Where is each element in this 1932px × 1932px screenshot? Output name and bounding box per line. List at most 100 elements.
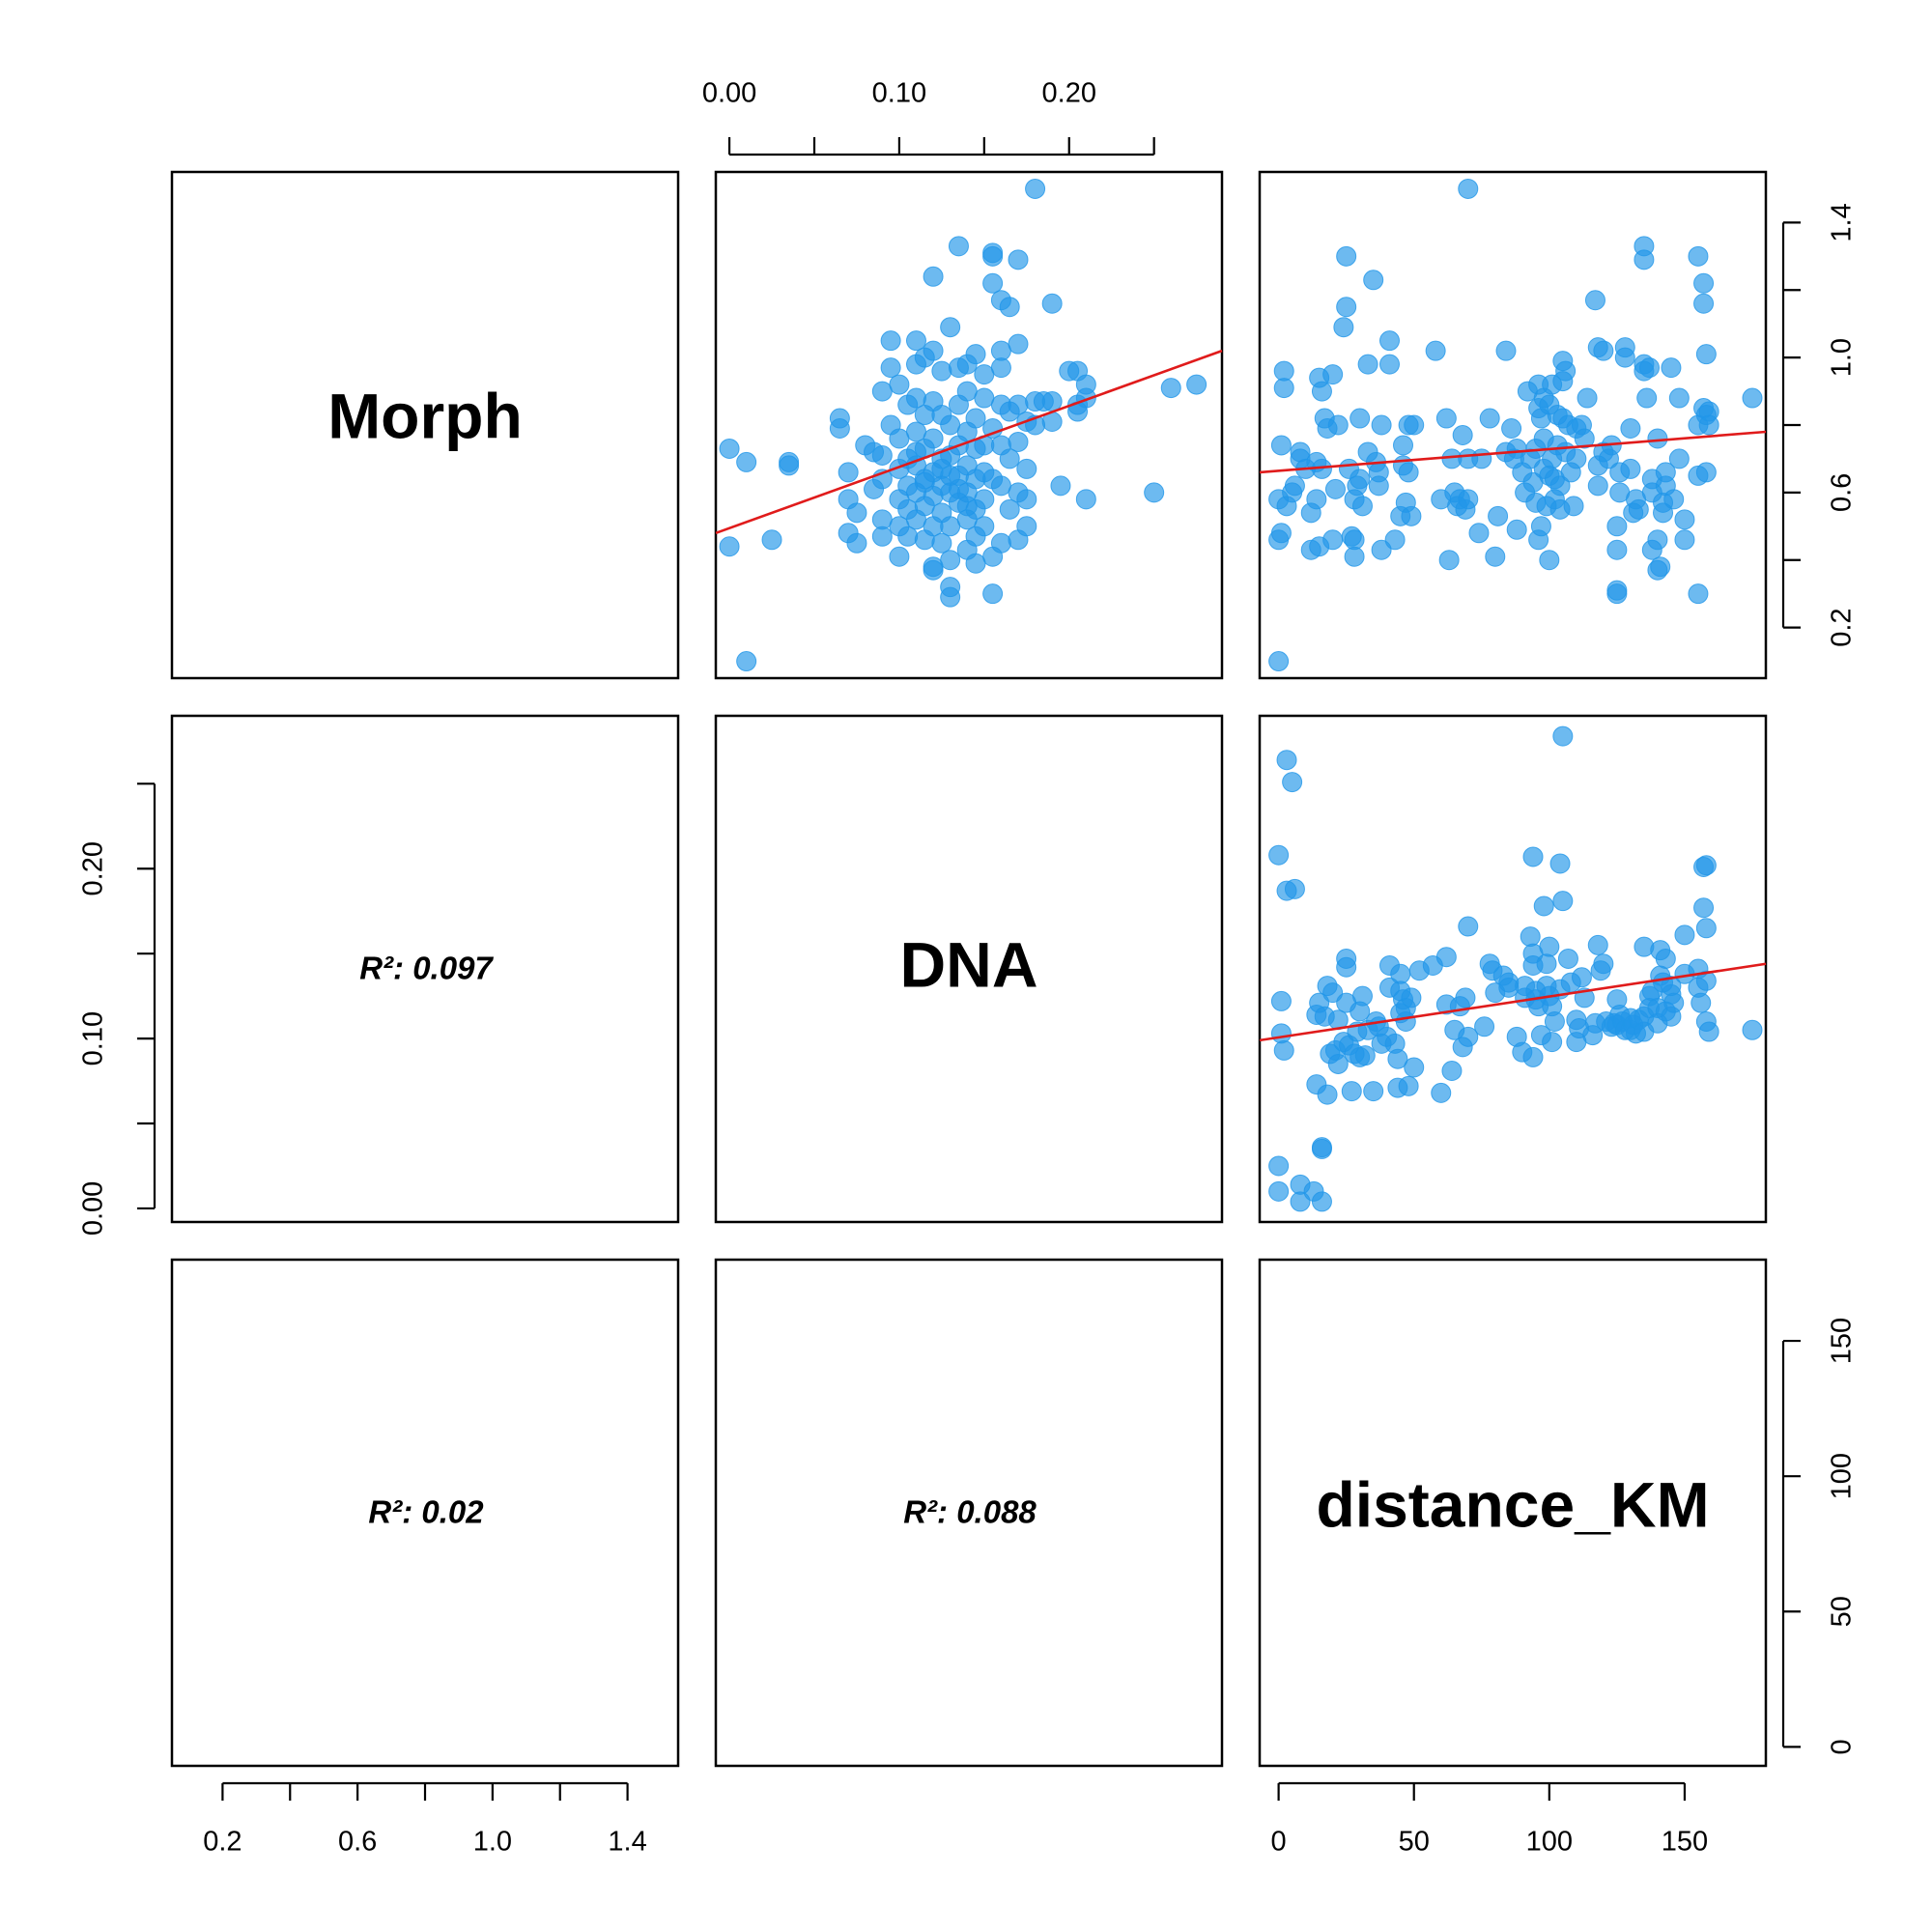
data-point bbox=[889, 428, 910, 449]
data-point bbox=[1539, 550, 1560, 571]
data-point bbox=[1404, 1057, 1425, 1078]
data-point bbox=[1350, 469, 1371, 490]
data-point bbox=[1351, 496, 1373, 517]
data-point bbox=[1698, 414, 1719, 436]
data-point bbox=[940, 414, 961, 436]
data-point bbox=[1379, 330, 1401, 352]
data-point bbox=[974, 489, 995, 510]
panel-distance-km-morph bbox=[170, 1258, 680, 1768]
diag-label-dna: DNA bbox=[900, 928, 1038, 1000]
data-point bbox=[889, 546, 910, 567]
data-point bbox=[1587, 934, 1608, 955]
data-point bbox=[1455, 987, 1476, 1009]
data-point bbox=[1577, 387, 1598, 409]
data-point bbox=[719, 536, 740, 557]
data-point bbox=[948, 236, 969, 257]
data-point bbox=[761, 529, 782, 551]
data-point bbox=[1674, 924, 1695, 946]
data-point bbox=[999, 448, 1020, 469]
data-point bbox=[1593, 953, 1614, 975]
data-point bbox=[1336, 245, 1357, 267]
data-point bbox=[1668, 387, 1690, 409]
left-axis-dna: 0.00 0.10 0.20 bbox=[78, 782, 156, 1236]
panel-dna-distance-km bbox=[1258, 714, 1768, 1224]
data-point bbox=[1425, 340, 1446, 361]
data-point bbox=[1530, 516, 1551, 537]
data-point bbox=[1273, 1039, 1294, 1061]
data-point bbox=[965, 344, 986, 365]
data-point bbox=[974, 516, 995, 537]
data-point bbox=[1075, 489, 1096, 510]
data-point bbox=[1273, 360, 1294, 382]
tick-label: 1.0 bbox=[473, 1827, 512, 1858]
data-point bbox=[1384, 529, 1406, 551]
data-point bbox=[1435, 947, 1457, 968]
regression-line bbox=[1259, 430, 1767, 474]
tick-label: 1.4 bbox=[608, 1827, 646, 1858]
data-point bbox=[1474, 1016, 1495, 1037]
data-point bbox=[1311, 1137, 1332, 1158]
data-point bbox=[1471, 448, 1492, 469]
data-point bbox=[1016, 489, 1037, 510]
data-point bbox=[1639, 357, 1661, 379]
tick-label: 1.0 bbox=[1827, 338, 1858, 377]
data-point bbox=[923, 428, 944, 449]
panel-morph-morph bbox=[170, 170, 680, 680]
data-point bbox=[1695, 344, 1717, 365]
data-point bbox=[982, 583, 1004, 605]
data-point bbox=[1563, 496, 1584, 517]
data-point bbox=[1324, 478, 1346, 499]
data-point bbox=[1695, 462, 1717, 483]
tick-label: 1.4 bbox=[1827, 203, 1858, 242]
data-point bbox=[990, 475, 1011, 497]
data-point bbox=[1270, 523, 1292, 544]
data-point bbox=[1284, 878, 1305, 899]
data-point bbox=[1552, 725, 1574, 747]
data-point bbox=[1350, 408, 1371, 429]
data-point bbox=[1357, 354, 1378, 375]
data-point bbox=[1008, 394, 1029, 415]
right-axis-morph: 0.2 0.6 1.0 1.4 bbox=[1781, 203, 1858, 647]
data-point bbox=[1041, 391, 1063, 412]
data-point bbox=[1636, 387, 1658, 409]
data-point bbox=[1506, 519, 1527, 540]
scatter-morph-vs-distance-km bbox=[1259, 178, 1767, 672]
data-point bbox=[990, 532, 1011, 554]
tick-label: 0.6 bbox=[1827, 473, 1858, 512]
data-point bbox=[1075, 387, 1096, 409]
data-point bbox=[1742, 1019, 1763, 1040]
regression-line bbox=[1259, 962, 1767, 1042]
data-point bbox=[1522, 1046, 1544, 1067]
data-point bbox=[1458, 916, 1479, 937]
data-point bbox=[1668, 448, 1690, 469]
data-point bbox=[1144, 482, 1165, 503]
data-point bbox=[1268, 844, 1290, 866]
data-point bbox=[1634, 249, 1655, 270]
tick-label: 50 bbox=[1399, 1827, 1430, 1858]
scatter-morph-vs-dna bbox=[715, 178, 1223, 672]
data-point bbox=[880, 330, 901, 352]
data-point bbox=[1379, 354, 1401, 375]
data-point bbox=[871, 381, 893, 402]
data-point bbox=[838, 462, 859, 483]
data-point bbox=[956, 496, 978, 517]
data-point bbox=[1606, 539, 1628, 560]
data-point bbox=[1539, 936, 1560, 957]
data-point bbox=[1698, 1021, 1719, 1042]
data-point bbox=[1628, 498, 1649, 520]
data-point bbox=[1401, 505, 1422, 526]
tick-label: 0.10 bbox=[872, 78, 926, 109]
data-point bbox=[1488, 505, 1509, 526]
data-point bbox=[1458, 178, 1479, 199]
data-point bbox=[1552, 891, 1574, 912]
data-point bbox=[965, 408, 986, 429]
data-point bbox=[1693, 897, 1715, 919]
data-point bbox=[1584, 290, 1605, 311]
data-point bbox=[974, 387, 995, 409]
bottom-axis-distance-km: 0 50 100 150 bbox=[1271, 1781, 1708, 1858]
data-point bbox=[1398, 1075, 1419, 1096]
data-point bbox=[1606, 580, 1628, 601]
data-point bbox=[1282, 772, 1303, 793]
data-point bbox=[1327, 414, 1349, 436]
data-point bbox=[1336, 297, 1357, 318]
